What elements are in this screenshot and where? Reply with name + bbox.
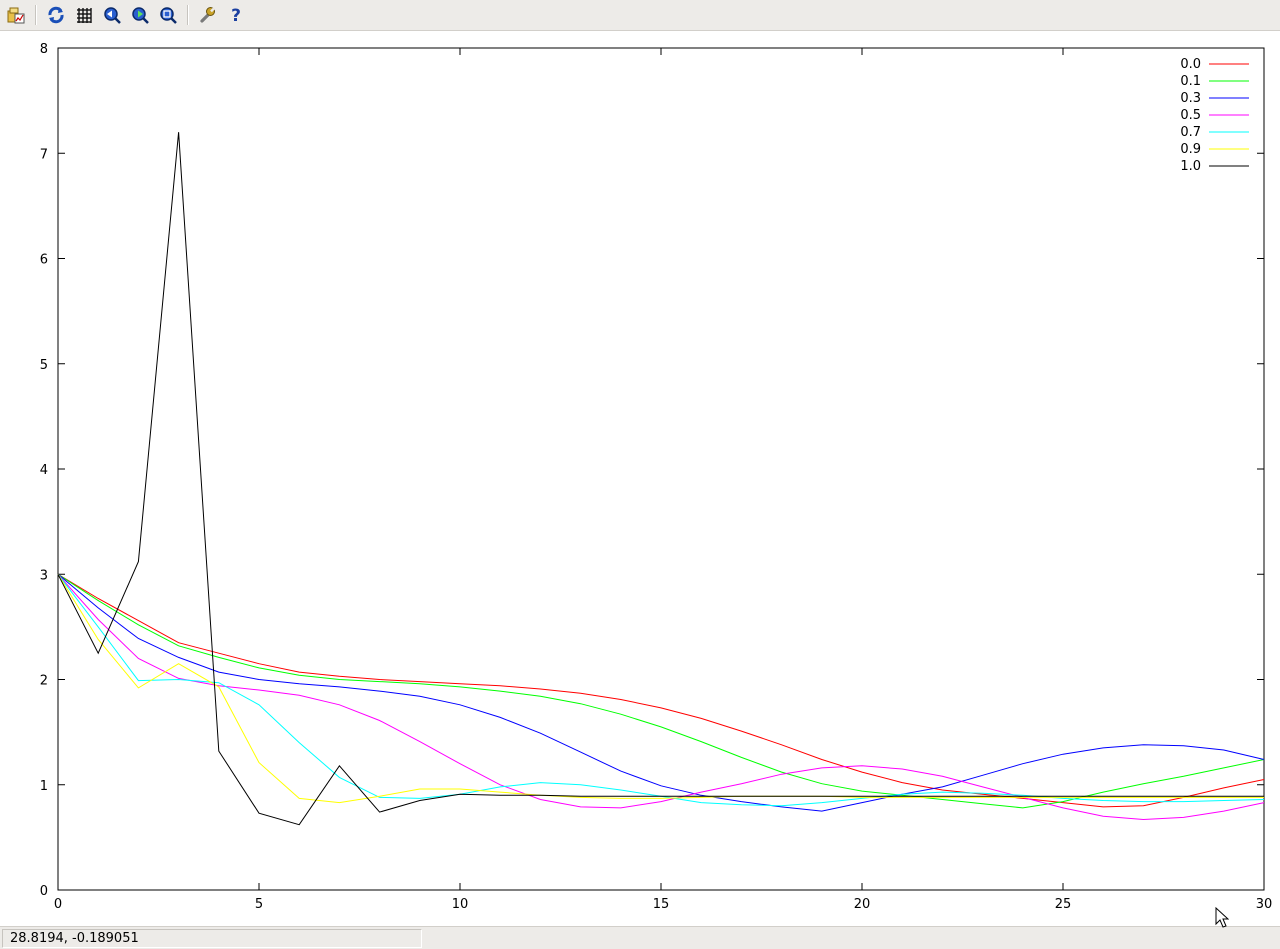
grid-button[interactable] <box>73 4 95 26</box>
x-tick-label: 5 <box>255 897 263 912</box>
series-line-0.5 <box>57 573 1265 821</box>
help-icon: ? <box>231 6 241 24</box>
series-line-0.0 <box>57 573 1265 808</box>
mouse-cursor-icon <box>1215 907 1229 928</box>
plot-area[interactable]: 0 5 10 15 20 25 30 0 1 2 3 4 5 6 7 8 0.0 0.1 0.3 0.5 0.7 0.9… <box>0 32 1280 926</box>
axes: 0 5 10 15 20 25 30 0 1 2 3 4 5 6 7 8 <box>40 42 1273 912</box>
x-tick-label: 30 <box>1256 897 1273 912</box>
autoscale-button[interactable] <box>157 4 179 26</box>
replot-icon <box>48 6 64 24</box>
export-plot-icon <box>7 7 25 24</box>
x-tick-label: 15 <box>653 897 670 912</box>
legend-label: 0.9 <box>1180 142 1201 157</box>
series-line-1.0 <box>57 132 1264 826</box>
grid-icon <box>77 8 92 23</box>
zoom-next-icon <box>132 7 149 24</box>
legend-label: 0.7 <box>1180 125 1201 140</box>
status-bar: 28.8194, -0.189051 <box>0 926 1280 949</box>
y-tick-label: 1 <box>40 779 48 794</box>
y-tick-label: 0 <box>40 884 48 899</box>
wrench-icon <box>200 7 215 23</box>
line-chart[interactable]: 0 5 10 15 20 25 30 0 1 2 3 4 5 6 7 8 0.0 0.1 0.3 0.5 0.7 0.9… <box>0 32 1280 926</box>
legend-label: 0.1 <box>1180 74 1201 89</box>
svg-text:?: ? <box>231 6 241 24</box>
x-tick-label: 25 <box>1055 897 1072 912</box>
y-tick-label: 3 <box>40 568 48 583</box>
toolbar-separator <box>35 5 37 25</box>
legend-label: 0.3 <box>1180 91 1201 106</box>
x-tick-label: 0 <box>54 897 62 912</box>
help-button[interactable]: ? <box>225 4 247 26</box>
toolbar: ? <box>0 0 1280 31</box>
y-tick-label: 6 <box>40 253 48 268</box>
series-line-0.9 <box>57 574 1264 804</box>
series-line-0.3 <box>57 573 1265 812</box>
series-line-0.7 <box>57 573 1265 807</box>
series-group <box>57 132 1265 826</box>
y-tick-label: 4 <box>40 463 48 478</box>
legend-label: 0.5 <box>1180 108 1201 123</box>
zoom-next-button[interactable] <box>129 4 151 26</box>
cursor-coordinates: 28.8194, -0.189051 <box>2 928 422 948</box>
legend-label: 0.0 <box>1180 57 1201 72</box>
replot-button[interactable] <box>45 4 67 26</box>
series-line-0.1 <box>57 573 1265 809</box>
x-tick-label: 20 <box>854 897 871 912</box>
export-plot-button[interactable] <box>5 4 27 26</box>
zoom-previous-icon <box>104 7 121 24</box>
y-tick-label: 8 <box>40 42 48 57</box>
autoscale-icon <box>160 7 177 24</box>
legend-label: 1.0 <box>1180 159 1201 174</box>
legend: 0.0 0.1 0.3 0.5 0.7 0.9 1.0 <box>1180 57 1249 174</box>
x-tick-label: 10 <box>452 897 469 912</box>
zoom-previous-button[interactable] <box>101 4 123 26</box>
plot-border <box>57 47 1265 891</box>
y-tick-label: 7 <box>40 147 48 162</box>
y-tick-label: 2 <box>40 674 48 689</box>
toolbar-separator <box>187 5 189 25</box>
settings-button[interactable] <box>196 4 218 26</box>
y-tick-label: 5 <box>40 358 48 373</box>
